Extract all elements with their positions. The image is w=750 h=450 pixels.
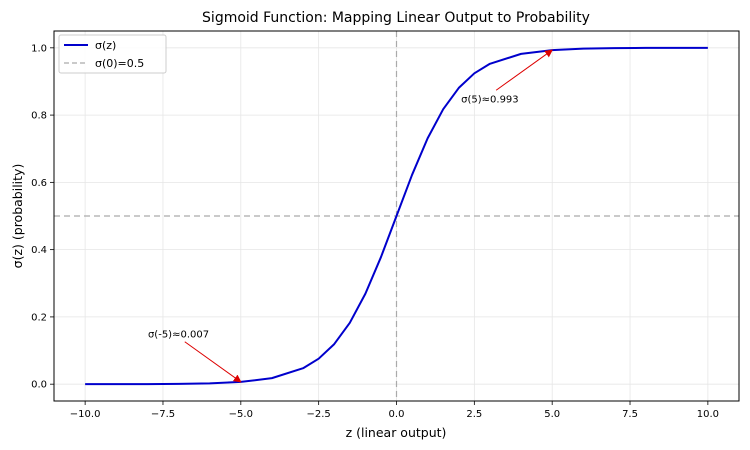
annotations: σ(-5)≈0.007 σ(5)≈0.993 [148,49,553,383]
series-line-sigmoid [85,46,708,386]
x-tick-label: 2.5 [466,409,482,420]
x-tick-label: 5.0 [544,409,560,420]
x-tick-label: −5.0 [229,409,253,420]
annotation-label: σ(-5)≈0.007 [148,330,209,341]
x-tick-label: 7.5 [622,409,638,420]
x-tick-label: 10.0 [697,409,719,420]
y-tick-label: 1.0 [31,43,47,54]
x-tick-label: −10.0 [70,409,101,420]
x-axis-title: z (linear output) [346,425,447,440]
legend-label-midpoint: σ(0)=0.5 [95,57,144,70]
annotation-arrow [184,341,242,383]
legend-label-sigmoid: σ(z) [95,39,116,52]
x-tick-label: 0.0 [389,409,405,420]
annotation-label: σ(5)≈0.993 [461,94,519,105]
x-axis-ticks: −10.0 −7.5 −5.0 −2.5 0.0 2.5 5.0 7.5 10.0 [70,401,719,420]
y-tick-label: 0.2 [31,312,47,323]
y-axis-title: σ(z) (probability) [10,164,25,269]
y-axis-ticks: 0.0 0.2 0.4 0.6 0.8 1.0 [31,43,54,391]
chart-title: Sigmoid Function: Mapping Linear Output … [202,10,590,26]
legend: σ(z) σ(0)=0.5 [58,34,167,74]
y-tick-label: 0.6 [31,178,47,189]
y-tick-label: 0.0 [31,380,47,391]
y-tick-label: 0.4 [31,245,47,256]
x-tick-label: −2.5 [307,409,331,420]
annotation-arrow [495,49,553,91]
series-group [85,46,708,386]
x-tick-label: −7.5 [151,409,175,420]
y-tick-label: 0.8 [31,111,47,122]
